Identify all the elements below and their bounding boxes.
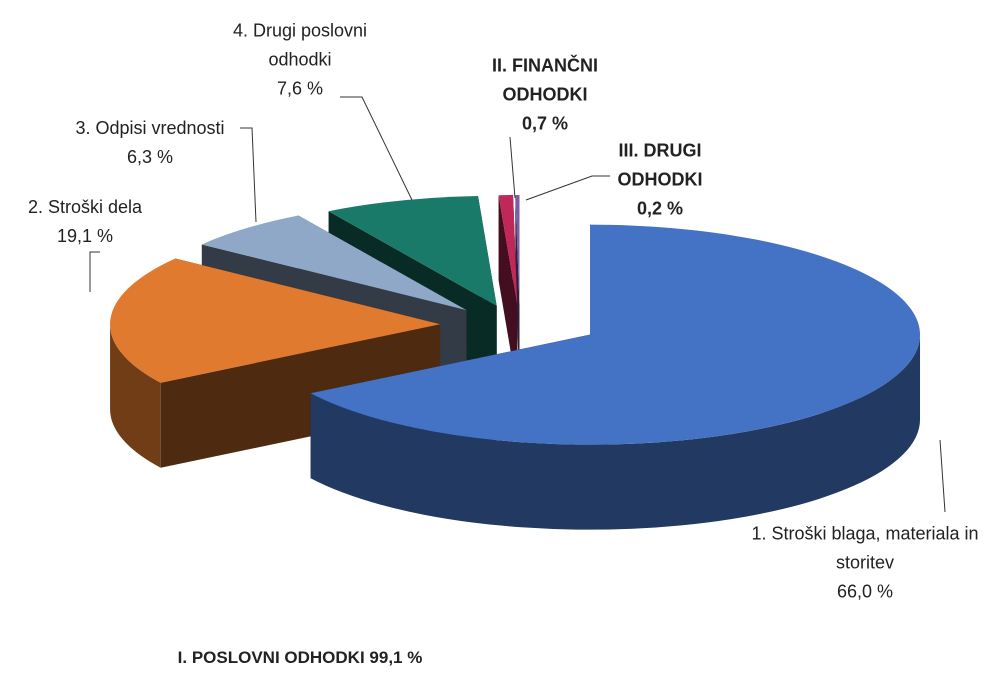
slice-side [515, 195, 520, 391]
data-label: 1. Stroški blaga, materiala in storitev 6… [750, 520, 980, 607]
slice [110, 258, 441, 468]
slice [515, 195, 520, 391]
slice-name: III. DRUGI ODHODKI [617, 140, 703, 190]
slice [498, 195, 518, 391]
slice-top [515, 195, 520, 306]
data-label: II. FINANČNI ODHODKI 0,7 % [470, 52, 620, 139]
slice-value: 0,7 % [521, 113, 569, 134]
leader-line [240, 127, 257, 223]
slice-top [110, 258, 441, 383]
slice-name: 1. Stroški blaga, materiala in storitev [751, 523, 979, 573]
slice-name: 3. Odpisi vrednosti [75, 118, 225, 138]
leader-line [89, 251, 100, 292]
slice-value: 7,6 % [276, 78, 324, 99]
slice-top [498, 195, 518, 306]
slice-value: 66,0 % [836, 581, 894, 602]
slice-value: 0,2 % [636, 198, 684, 219]
leader-line [525, 175, 610, 201]
slice-top [310, 224, 921, 445]
leader-line [340, 96, 413, 201]
slice-name: 4. Drugi poslovni odhodki [232, 20, 368, 70]
slice-side [498, 195, 518, 391]
data-label: 2. Stroški dela 19,1 % [0, 193, 170, 251]
slice-top [328, 196, 497, 306]
slice-name: 2. Stroški dela [27, 197, 143, 217]
data-label: III. DRUGI ODHODKI 0,2 % [595, 137, 725, 224]
slice-wall [310, 334, 921, 530]
slice-top [201, 215, 467, 311]
data-label: 3. Odpisi vrednosti 6,3 % [45, 114, 255, 172]
slice-wall [110, 324, 161, 468]
slice-name: II. FINANČNI ODHODKI [492, 55, 598, 105]
slice-value: 19,1 % [56, 226, 114, 246]
leader-line [939, 439, 946, 513]
data-label: 4. Drugi poslovni odhodki 7,6 % [210, 17, 390, 104]
slice-value: 6,3 % [126, 147, 174, 167]
annotation: I. POSLOVNI ODHODKI 99,1 % [177, 648, 423, 667]
leader-line [509, 136, 516, 199]
slice [310, 224, 921, 530]
